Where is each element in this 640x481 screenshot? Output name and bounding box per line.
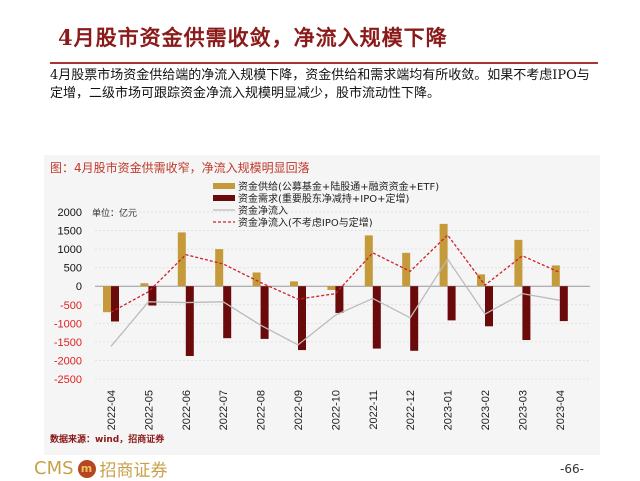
legend-label: 资金净流入(不考虑IPO与定增) xyxy=(238,216,373,229)
bar-demand xyxy=(260,286,269,339)
x-tick-label: 2022-08 xyxy=(256,390,268,430)
logo: CMS m 招商证券 xyxy=(34,456,168,481)
bar-supply xyxy=(252,272,261,287)
x-tick-label: 2023-04 xyxy=(555,390,567,430)
x-tick-label: 2022-10 xyxy=(330,390,342,430)
bar-demand xyxy=(485,286,493,327)
x-tick-label: 2023-03 xyxy=(517,390,529,430)
bar-supply xyxy=(514,239,523,287)
bar-demand xyxy=(111,286,119,322)
y-tick-label: -2000 xyxy=(54,355,82,367)
y-tick-label: -500 xyxy=(60,300,82,312)
chart-title: 图：4月股市资金供需收窄，净流入规模明显回落 xyxy=(50,161,310,175)
bar-demand xyxy=(298,286,306,351)
bar-supply xyxy=(177,232,186,287)
y-tick-label: 0 xyxy=(76,281,82,293)
y-tick-label: 1000 xyxy=(58,244,82,256)
legend-swatch xyxy=(213,183,235,189)
legend-label: 资金供给(公募基金+陆股通+融资资金+ETF) xyxy=(238,180,439,193)
y-tick-label: -1000 xyxy=(54,318,82,330)
legend-label: 资金需求(重要股东净减持+IPO+定增) xyxy=(238,192,410,205)
net-inflow-line xyxy=(110,257,560,347)
x-tick-label: 2022-07 xyxy=(218,390,230,430)
unit-label: 单位：亿元 xyxy=(92,207,137,219)
x-tick-label: 2022-05 xyxy=(143,390,155,430)
slide-body-text: 4月股票市场资金供给端的净流入规模下降，资金供给和需求端均有所收敛。如果不考虑I… xyxy=(50,68,590,101)
y-tick-label: 500 xyxy=(64,263,82,275)
bar-demand xyxy=(185,286,194,356)
bar-demand xyxy=(410,286,419,351)
bar-demand xyxy=(335,286,344,313)
bar-demand xyxy=(223,286,232,339)
bar-demand xyxy=(447,286,456,321)
legend-swatch xyxy=(213,195,235,201)
bar-supply xyxy=(140,283,149,287)
bar-supply xyxy=(215,249,224,287)
x-tick-label: 2023-02 xyxy=(480,390,492,430)
logo-cn: 招商证券 xyxy=(99,461,168,481)
data-source: 数据来源：wind，招商证券 xyxy=(50,435,165,445)
x-tick-label: 2023-01 xyxy=(443,390,455,430)
bar-demand xyxy=(559,286,568,322)
x-tick-label: 2022-06 xyxy=(181,390,193,430)
x-tick-label: 2022-11 xyxy=(368,390,380,430)
page-number: -66- xyxy=(560,462,584,476)
bar-supply xyxy=(477,274,485,287)
bar-supply xyxy=(439,223,448,287)
y-tick-label: 2000 xyxy=(58,207,82,219)
bar-demand xyxy=(148,286,157,306)
logo-latin: CMS xyxy=(34,458,74,479)
y-tick-label: 1500 xyxy=(58,226,82,238)
y-tick-label: -2500 xyxy=(54,374,82,386)
x-tick-label: 2022-12 xyxy=(405,390,417,430)
title-divider xyxy=(50,62,598,64)
logo-mark-icon: m xyxy=(77,459,96,478)
bar-supply xyxy=(327,286,336,290)
bar-demand xyxy=(372,286,381,349)
bar-supply xyxy=(103,286,111,313)
bar-supply xyxy=(290,281,298,287)
slide-title: 4月股市资金供需收敛，净流入规模下降 xyxy=(58,25,448,50)
bar-supply xyxy=(364,235,373,287)
net-inflow-excl-line xyxy=(110,234,561,313)
bar-supply xyxy=(551,265,560,287)
x-tick-label: 2022-04 xyxy=(106,390,118,430)
y-tick-label: -1500 xyxy=(54,337,82,349)
x-tick-label: 2022-09 xyxy=(293,390,305,430)
bar-demand xyxy=(522,286,531,341)
legend-label: 资金净流入 xyxy=(238,204,288,217)
